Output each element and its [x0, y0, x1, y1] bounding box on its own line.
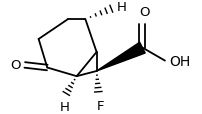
Text: H: H: [60, 101, 69, 113]
Text: F: F: [97, 99, 105, 112]
Text: O: O: [139, 6, 149, 19]
Text: OH: OH: [169, 55, 190, 69]
Polygon shape: [97, 43, 145, 71]
Text: H: H: [117, 1, 126, 14]
Text: O: O: [10, 59, 20, 72]
